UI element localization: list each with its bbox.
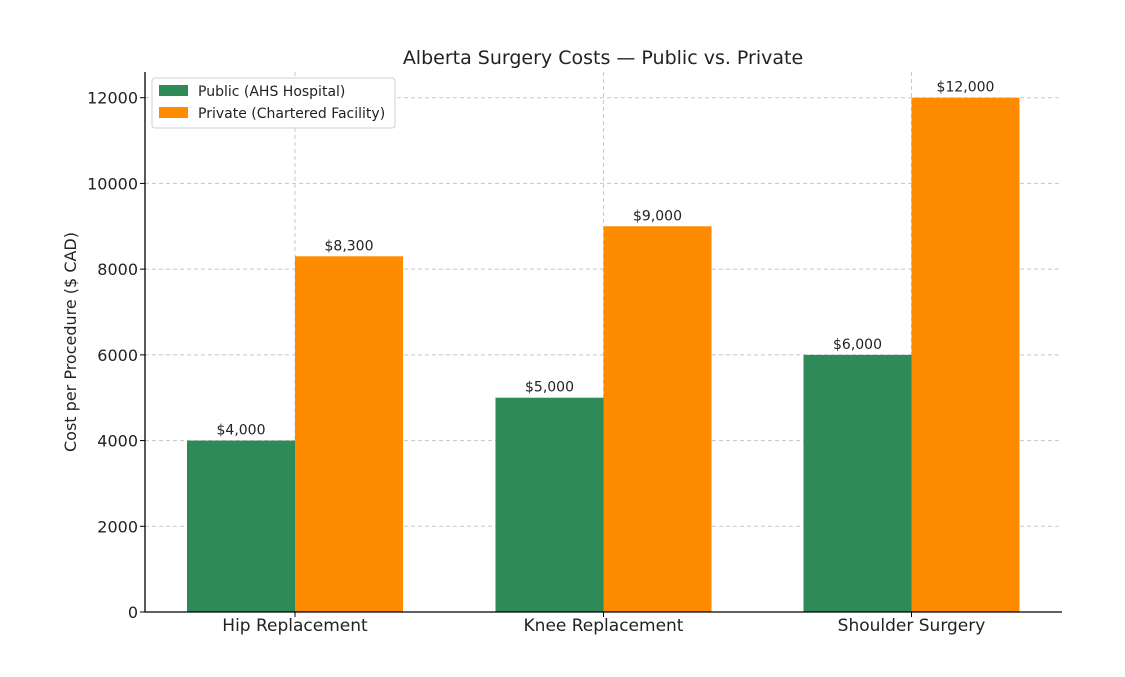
legend-label-public: Public (AHS Hospital) xyxy=(198,84,345,100)
bar-public-1 xyxy=(495,397,604,612)
x-categories: Hip Replacement Knee Replacement Shoulder … xyxy=(222,612,985,636)
y-tick-label: 10000 xyxy=(87,174,138,193)
legend-swatch-public xyxy=(159,85,188,96)
y-tick-label: 0 xyxy=(128,603,138,622)
bar-value-label: $12,000 xyxy=(937,80,995,96)
x-category-label: Hip Replacement xyxy=(222,616,368,636)
chart-title: Alberta Surgery Costs — Public vs. Priva… xyxy=(403,47,803,69)
y-tick-label: 6000 xyxy=(97,346,138,365)
y-tick-label: 2000 xyxy=(97,517,138,536)
x-category-label: Shoulder Surgery xyxy=(838,616,986,636)
x-category-label: Knee Replacement xyxy=(524,616,684,636)
bar-public-0 xyxy=(187,440,295,612)
y-axis-label: Cost per Procedure ($ CAD) xyxy=(61,232,80,452)
legend: Public (AHS Hospital) Private (Chartered… xyxy=(151,77,396,129)
legend-frame xyxy=(151,77,396,129)
bar-private-1 xyxy=(603,226,712,613)
bar-value-label: $9,000 xyxy=(633,208,682,224)
bar-value-label: $5,000 xyxy=(525,380,574,396)
top-shadow xyxy=(465,0,625,22)
legend-label-private: Private (Chartered Facility) xyxy=(198,106,385,122)
y-tick-label: 8000 xyxy=(97,260,138,279)
bars xyxy=(187,97,1020,613)
bar-public-2 xyxy=(803,354,912,612)
bar-private-0 xyxy=(295,256,403,612)
bar-value-label: $6,000 xyxy=(833,337,882,353)
y-ticks: 0 2000 4000 6000 8000 10000 12000 xyxy=(87,89,145,622)
y-tick-label: 4000 xyxy=(97,432,138,451)
bar-value-label: $4,000 xyxy=(217,423,266,439)
y-tick-label: 12000 xyxy=(87,89,138,108)
bar-value-label: $8,300 xyxy=(325,238,374,254)
legend-swatch-private xyxy=(159,107,188,118)
bar-private-2 xyxy=(911,97,1020,612)
value-labels: $4,000 $5,000 $6,000 $8,300 $9,000 $12,000 xyxy=(217,80,995,439)
